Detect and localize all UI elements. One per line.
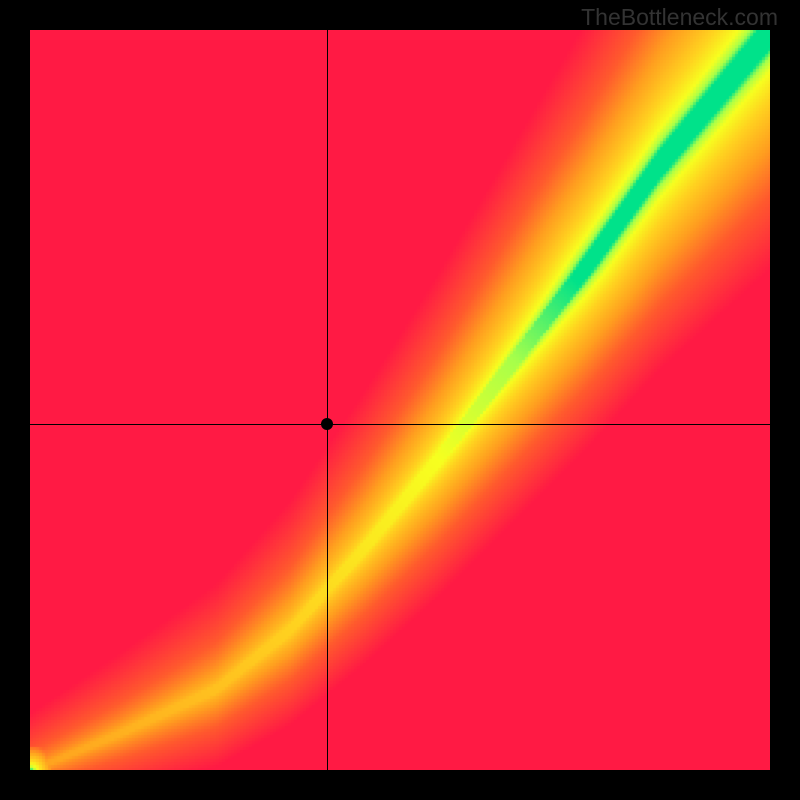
heatmap-canvas [30, 30, 770, 770]
chart-container: TheBottleneck.com [0, 0, 800, 800]
watermark-text: TheBottleneck.com [581, 4, 778, 31]
heatmap-plot [30, 30, 770, 770]
selected-point-marker [321, 418, 333, 430]
crosshair-vertical [327, 30, 328, 770]
crosshair-horizontal [30, 424, 770, 425]
